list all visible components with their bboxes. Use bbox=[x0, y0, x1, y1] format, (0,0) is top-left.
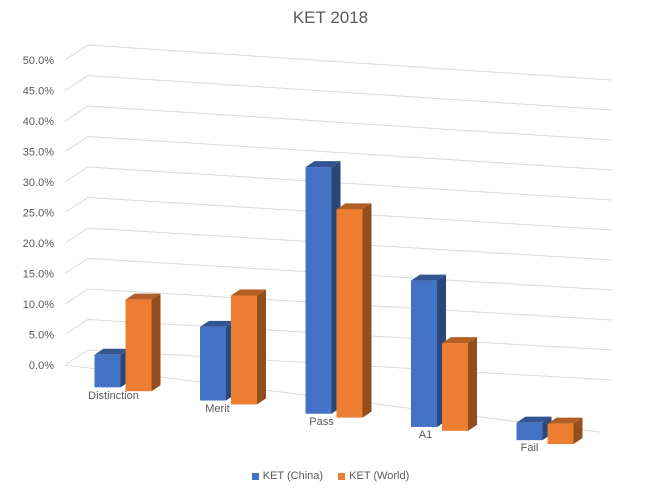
gridline bbox=[64, 74, 613, 111]
bar-top-china bbox=[411, 274, 446, 281]
gridline bbox=[64, 196, 613, 231]
bar-world bbox=[336, 209, 363, 418]
bar-top-world bbox=[547, 417, 583, 424]
y-tick-label: 35.0% bbox=[23, 147, 54, 159]
bar-top-world bbox=[125, 293, 161, 300]
x-tick-label: Distinction bbox=[88, 390, 139, 402]
bar-side-world bbox=[151, 293, 161, 392]
chart-title: KET 2018 bbox=[292, 8, 369, 27]
bar-top-china bbox=[200, 320, 235, 327]
legend-swatch-world bbox=[338, 472, 346, 480]
x-tick-label: Fail bbox=[521, 442, 539, 454]
bar-side-world bbox=[573, 417, 583, 445]
legend-swatch-china bbox=[251, 472, 259, 480]
y-axis-ticks: 0.0% 5.0% 10.0% 15.0% 20.0% 25.0% 30.0% 35.0% 40… bbox=[23, 55, 54, 372]
x-tick-label: A1 bbox=[419, 429, 432, 441]
gridline bbox=[64, 135, 613, 171]
legend-label-china: KET (China) bbox=[262, 470, 324, 483]
y-tick-label: 40.0% bbox=[23, 116, 54, 128]
y-tick-label: 25.0% bbox=[23, 208, 54, 220]
bar-side-world bbox=[257, 289, 266, 405]
gridline bbox=[64, 227, 613, 261]
bar-top-world bbox=[231, 289, 266, 296]
legend: KET (China) KET (World) bbox=[0, 470, 661, 482]
bar-china bbox=[305, 167, 332, 414]
y-tick-label: 5.0% bbox=[29, 330, 54, 342]
bar-world bbox=[231, 295, 257, 405]
gridline bbox=[64, 105, 613, 141]
bar-world bbox=[125, 299, 152, 392]
bar-top-world bbox=[442, 337, 477, 344]
gridline bbox=[64, 44, 613, 81]
legend-item-world: KET (World) bbox=[338, 470, 409, 482]
bar-top-world bbox=[336, 203, 372, 210]
bar-side-world bbox=[468, 337, 477, 431]
bars bbox=[94, 161, 583, 445]
bar-world bbox=[547, 423, 574, 445]
bar-top-china bbox=[305, 161, 341, 168]
bar-china bbox=[94, 354, 121, 388]
y-tick-label: 30.0% bbox=[23, 177, 54, 189]
bar-top-china bbox=[516, 416, 552, 423]
gridline bbox=[64, 166, 613, 201]
bar-top-china bbox=[94, 348, 130, 355]
y-tick-label: 50.0% bbox=[23, 55, 54, 67]
y-tick-label: 10.0% bbox=[23, 299, 54, 311]
bar-china bbox=[200, 326, 226, 401]
x-tick-label: Merit bbox=[205, 403, 229, 415]
y-tick-label: 15.0% bbox=[23, 269, 54, 281]
legend-label-world: KET (World) bbox=[349, 470, 410, 483]
legend-item-china: KET (China) bbox=[251, 470, 324, 483]
bar-side-world bbox=[362, 203, 372, 418]
y-tick-label: 20.0% bbox=[23, 238, 54, 250]
y-tick-label: 0.0% bbox=[29, 360, 54, 372]
x-axis-labels: Distinction Merit Pass A1 Fail bbox=[88, 390, 538, 454]
bar-china bbox=[411, 280, 437, 427]
bar-world bbox=[442, 343, 468, 431]
bar-china bbox=[516, 422, 543, 441]
y-tick-label: 45.0% bbox=[23, 86, 54, 98]
x-tick-label: Pass bbox=[309, 416, 334, 428]
